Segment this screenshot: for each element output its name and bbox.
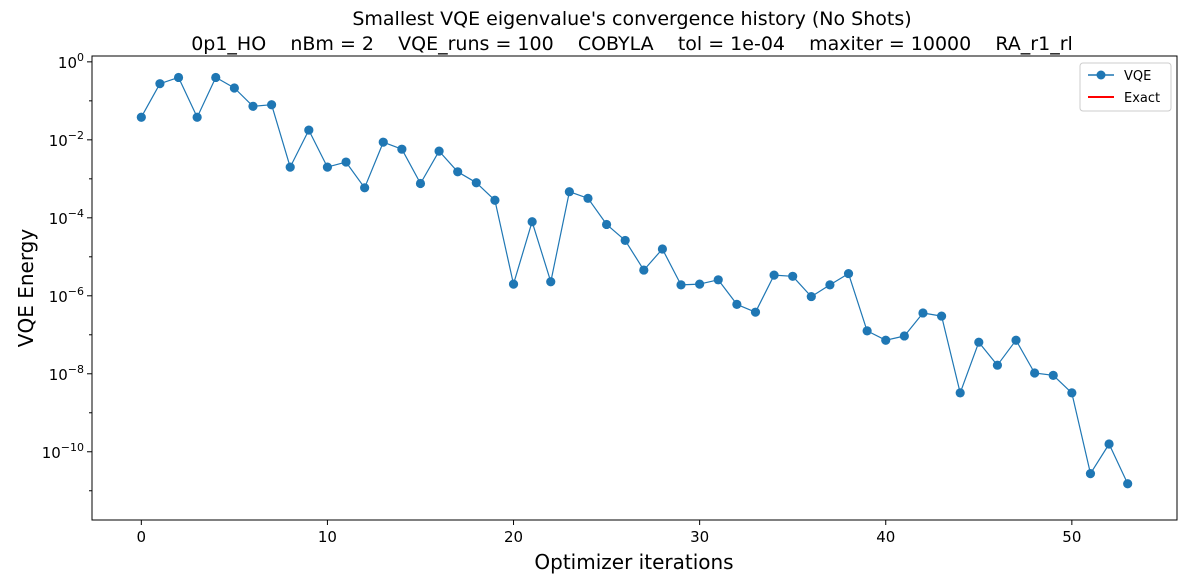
data-point — [341, 157, 351, 167]
data-point — [936, 311, 947, 321]
y-axis-label: VQE Energy — [14, 229, 38, 348]
data-point — [415, 178, 426, 189]
data-point — [1123, 479, 1133, 489]
data-point — [1067, 388, 1077, 398]
data-point — [453, 167, 463, 177]
data-point — [1030, 368, 1040, 378]
x-tick-label: 30 — [690, 528, 709, 546]
data-point — [676, 280, 686, 290]
y-axis-ticks: 100 10−2 10−4 10−6 10−8 10−10 — [42, 51, 92, 492]
data-point — [843, 268, 854, 279]
data-point — [136, 112, 146, 122]
data-point — [397, 144, 407, 154]
data-point — [229, 83, 239, 93]
legend-exact-label: Exact — [1124, 91, 1160, 106]
data-point — [434, 146, 444, 156]
data-point — [192, 112, 202, 122]
data-point — [992, 360, 1003, 370]
data-point — [974, 337, 984, 347]
data-point — [657, 244, 668, 254]
data-point — [583, 193, 593, 203]
data-point — [1011, 335, 1021, 345]
data-point — [471, 178, 481, 188]
data-point — [881, 335, 891, 345]
data-point — [248, 101, 258, 111]
y-tick-label: 10−4 — [49, 207, 84, 228]
data-point — [601, 219, 612, 230]
data-point — [378, 137, 388, 147]
x-tick-label: 20 — [504, 528, 523, 546]
data-point — [508, 279, 519, 289]
data-point — [899, 331, 909, 341]
data-point — [490, 195, 500, 205]
data-point — [1048, 370, 1058, 380]
data-point — [266, 100, 277, 110]
data-point — [1104, 439, 1114, 449]
x-axis-label: Optimizer iterations — [534, 550, 733, 574]
legend-vqe-label: VQE — [1124, 69, 1151, 84]
data-point — [732, 299, 742, 309]
x-tick-label: 10 — [318, 528, 337, 546]
data-point — [211, 72, 221, 83]
data-point — [862, 326, 872, 336]
y-tick-label: 10−8 — [49, 363, 84, 384]
data-point — [695, 279, 705, 289]
x-tick-label: 40 — [876, 528, 895, 546]
x-tick-label: 0 — [137, 528, 147, 546]
data-point — [546, 277, 556, 287]
x-axis-ticks: 0 10 20 30 40 50 — [137, 520, 1081, 546]
data-point — [769, 270, 779, 280]
data-point — [955, 388, 965, 398]
data-point — [304, 125, 314, 135]
data-point — [713, 275, 723, 285]
data-point — [322, 162, 333, 172]
data-point — [564, 187, 574, 197]
series-line-vqe — [140, 76, 1129, 484]
data-point — [155, 79, 165, 89]
y-tick-label: 10−10 — [42, 441, 84, 462]
data-point — [527, 217, 537, 227]
legend: VQE Exact — [1079, 62, 1172, 112]
data-point — [918, 308, 928, 318]
x-tick-label: 50 — [1062, 528, 1081, 546]
data-point — [825, 280, 835, 290]
data-point — [173, 72, 184, 83]
data-point — [639, 265, 649, 275]
data-point — [360, 183, 370, 193]
data-point — [750, 307, 761, 317]
legend-vqe-marker — [1096, 70, 1106, 80]
series-layer — [136, 72, 1133, 489]
chart-title: Smallest VQE eigenvalue's convergence hi… — [352, 8, 911, 30]
data-point — [806, 291, 816, 302]
chart-subtitle: 0p1_HO nBm = 2 VQE_runs = 100 COBYLA tol… — [191, 33, 1073, 55]
y-tick-label: 10−6 — [49, 285, 84, 306]
data-point — [285, 162, 295, 172]
data-point — [788, 271, 798, 281]
y-tick-label: 10−2 — [49, 129, 84, 150]
plot-frame — [91, 55, 1178, 521]
y-tick-label: 100 — [58, 51, 84, 72]
data-point — [620, 235, 630, 246]
data-point — [1085, 469, 1096, 479]
